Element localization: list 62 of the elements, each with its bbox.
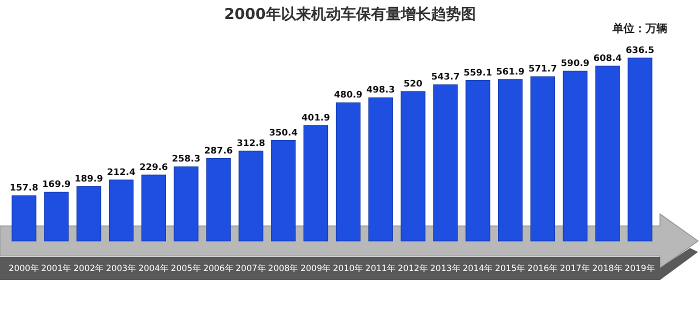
x-tick-label: 2013年 — [430, 263, 461, 274]
data-label: 157.8 — [10, 184, 38, 194]
bar — [498, 79, 523, 242]
bar — [108, 180, 134, 242]
data-label: 590.9 — [560, 59, 590, 70]
data-label: 480.9 — [334, 90, 362, 101]
bar — [238, 150, 264, 242]
data-label: 169.9 — [42, 180, 71, 190]
data-label: 608.4 — [593, 54, 622, 64]
bar — [174, 166, 198, 242]
x-tick-label: 2004年 — [138, 263, 170, 274]
bar — [400, 91, 426, 242]
data-label: 520 — [404, 79, 422, 90]
bar — [466, 80, 490, 242]
x-tick-label: 2009年 — [300, 263, 332, 274]
x-tick-label: 2016年 — [527, 263, 558, 274]
data-label: 401.9 — [302, 113, 330, 124]
data-label: 559.1 — [464, 68, 492, 78]
x-tick-label: 2000年 — [8, 263, 40, 274]
x-tick-label: 2003年 — [106, 263, 137, 274]
bar — [368, 97, 393, 242]
data-label: 312.8 — [236, 139, 266, 150]
x-tick-label: 2006年 — [203, 263, 234, 274]
bar — [206, 158, 231, 242]
x-tick-label: 2019年 — [624, 263, 656, 274]
x-tick-label: 2008年 — [268, 263, 299, 274]
x-tick-label: 2018年 — [592, 263, 623, 274]
bar — [141, 174, 166, 242]
data-label: 212.4 — [107, 168, 136, 178]
x-tick-label: 2014年 — [462, 263, 494, 274]
data-label: 543.7 — [431, 72, 460, 83]
data-label: 258.3 — [172, 154, 200, 165]
bar — [76, 186, 102, 242]
bar — [595, 66, 620, 242]
bar — [303, 125, 328, 242]
data-label: 636.5 — [626, 46, 654, 56]
bar — [562, 70, 588, 242]
x-tick-label: 2001年 — [41, 263, 72, 274]
x-tick-label: 2012年 — [398, 263, 428, 274]
data-label: 571.7 — [528, 64, 557, 75]
bar — [271, 140, 296, 242]
text: 单位：万辆 — [612, 22, 668, 35]
x-tick-label: 2010年 — [332, 263, 364, 274]
x-tick-label: 2007年 — [236, 263, 266, 274]
data-label: 498.3 — [366, 86, 395, 96]
data-label: 229.6 — [139, 162, 168, 173]
bar — [628, 58, 652, 242]
bar — [530, 76, 556, 242]
chart-title: 2000年以来机动车保有量增长趋势图 — [224, 5, 476, 23]
x-tick-label: 2011年 — [365, 263, 396, 274]
x-tick-label: 2015年 — [494, 263, 526, 274]
bar — [336, 102, 361, 242]
x-tick-label: 2017年 — [560, 263, 590, 274]
bar — [433, 84, 458, 242]
data-label: 287.6 — [204, 146, 233, 156]
data-label: 189.9 — [74, 174, 104, 184]
data-label: 350.4 — [269, 128, 298, 138]
data-label: 561.9 — [496, 67, 525, 78]
bar — [12, 195, 36, 242]
x-tick-label: 2002年 — [74, 263, 104, 274]
x-tick-label: 2005年 — [170, 263, 202, 274]
bar — [44, 192, 69, 242]
